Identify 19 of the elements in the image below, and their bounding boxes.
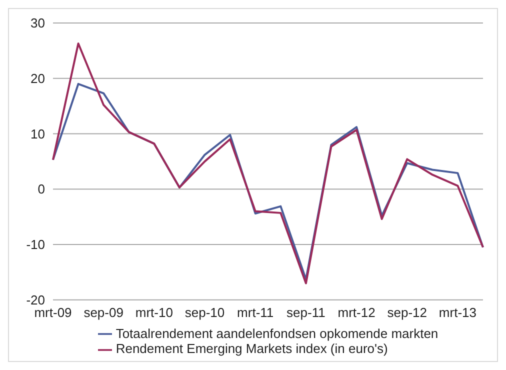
legend-label: Rendement Emerging Markets index (in euro's) — [116, 341, 388, 356]
line-series — [52, 82, 484, 280]
y-tick-label: -20 — [26, 292, 45, 308]
y-tick-label: 0 — [38, 182, 45, 197]
x-tick-label: mrt-11 — [237, 305, 274, 320]
x-tick-label: sep-11 — [286, 305, 326, 320]
x-tick-label: sep-12 — [387, 305, 427, 320]
y-tick-label: 20 — [30, 70, 45, 86]
x-tick-label: sep-10 — [184, 305, 225, 320]
y-tick-label: 30 — [30, 16, 45, 31]
x-tick-label: sep-09 — [84, 305, 124, 320]
y-tick-label: 10 — [30, 126, 45, 142]
legend-label: Totaalrendement aandelenfondsen opkomende markten — [116, 326, 438, 341]
y-tick-label: -10 — [26, 237, 45, 252]
line-series — [52, 42, 484, 284]
x-tick-label: mrt-09 — [34, 305, 72, 320]
x-tick-label: mrt-12 — [338, 305, 376, 320]
x-tick-label: mrt-13 — [438, 305, 476, 320]
x-tick-label: mrt-10 — [135, 305, 173, 320]
